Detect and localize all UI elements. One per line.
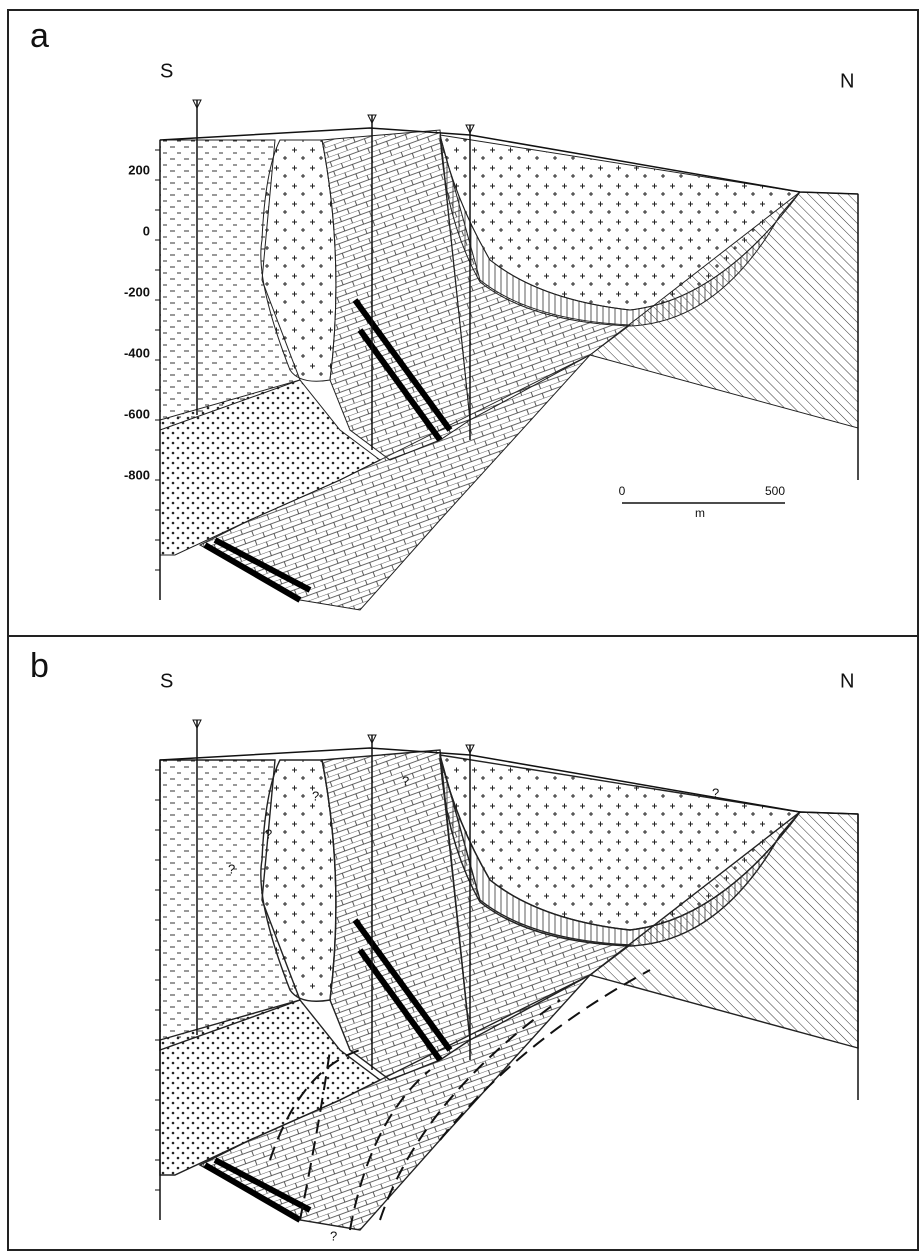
direction-label: N	[840, 670, 854, 692]
well-head	[367, 114, 377, 125]
coal-seam	[352, 918, 453, 1052]
well-head	[192, 719, 202, 730]
inferred-fault	[269, 1049, 361, 1161]
query-mark: ?	[228, 861, 235, 876]
panel-a: a S N 200 0 -200 -400 -600 -800 0 500 m	[30, 17, 859, 611]
query-mark: ?	[265, 826, 272, 841]
inferred-fault	[349, 1069, 431, 1231]
scale-label: 0	[619, 484, 626, 498]
inferred-fault	[299, 1049, 331, 1221]
coal-seam	[203, 542, 302, 603]
depth-label: -200	[124, 284, 150, 299]
query-mark: ?	[312, 788, 319, 803]
coal-seam	[213, 537, 312, 593]
depth-label: -800	[124, 467, 150, 482]
coal-seam	[357, 948, 443, 1062]
query-mark: ?	[330, 1228, 337, 1243]
coal-seam	[357, 328, 443, 442]
well-head	[367, 734, 377, 745]
depth-label: 200	[128, 162, 150, 177]
coal-seam	[203, 1162, 302, 1223]
inferred-fault	[379, 999, 561, 1221]
panel-label: b	[30, 647, 49, 685]
formation	[260, 139, 337, 382]
scale-label: 500	[765, 484, 785, 498]
well-head	[192, 99, 202, 110]
coal-seam	[213, 1157, 312, 1213]
scale-unit: m	[695, 506, 705, 520]
inferred-fault	[439, 969, 651, 1141]
direction-label: S	[160, 60, 173, 82]
well-head	[465, 744, 475, 755]
direction-label: S	[160, 670, 173, 692]
panel-label: a	[30, 17, 49, 55]
depth-label: 0	[143, 223, 150, 238]
formation	[260, 759, 337, 1002]
well-head	[465, 124, 475, 135]
direction-label: N	[840, 70, 854, 92]
frame	[7, 9, 919, 1251]
query-mark: ?	[712, 785, 719, 800]
panel-b: b S N??????	[30, 647, 859, 1243]
query-mark: ?	[402, 773, 409, 788]
depth-label: -600	[124, 406, 150, 421]
coal-seam	[352, 298, 453, 432]
depth-label: -400	[124, 345, 150, 360]
